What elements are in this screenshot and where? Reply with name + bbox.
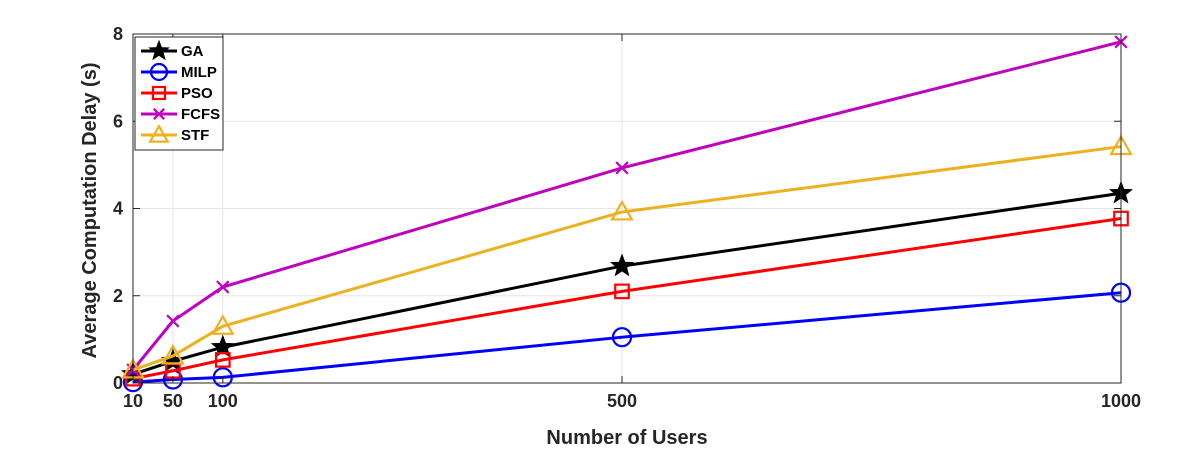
y-tick-label: 0 bbox=[113, 373, 123, 393]
series-line-fcfs bbox=[131, 40, 1122, 371]
legend-label-stf: STF bbox=[181, 127, 209, 144]
series-fcfs bbox=[126, 35, 1128, 377]
legend-marker-fcfs bbox=[153, 108, 165, 120]
y-axis-title: Average Computation Delay (s) bbox=[79, 63, 101, 359]
data-point-milp bbox=[611, 327, 633, 348]
x-tick-label: 10 bbox=[123, 391, 143, 411]
data-point-ga bbox=[210, 334, 235, 358]
legend-label-fcfs: FCFS bbox=[181, 106, 220, 123]
legend-marker-pso bbox=[151, 85, 167, 101]
data-point-pso bbox=[214, 352, 231, 368]
x-tick-label: 500 bbox=[607, 391, 637, 411]
x-tick-label: 1000 bbox=[1101, 391, 1141, 411]
legend-label-ga: GA bbox=[181, 43, 204, 60]
legend-marker-stf bbox=[148, 123, 170, 143]
data-point-milp bbox=[212, 367, 233, 388]
data-point-stf bbox=[161, 343, 185, 365]
y-tick-label: 2 bbox=[113, 286, 123, 306]
data-point-ga bbox=[609, 253, 635, 277]
tick-labels: 10 50 100 500 1000 0 2 4 6 8 bbox=[113, 24, 1141, 411]
data-point-fcfs bbox=[216, 280, 230, 294]
legend-marker-ga bbox=[148, 39, 170, 61]
x-axis-title: Number of Users bbox=[546, 427, 707, 449]
data-point-fcfs bbox=[166, 314, 180, 328]
data-point-fcfs bbox=[615, 161, 629, 175]
y-tick-label: 4 bbox=[113, 199, 123, 219]
series-line-pso bbox=[132, 217, 1122, 381]
x-tick-label: 100 bbox=[208, 391, 238, 411]
series-layer bbox=[120, 35, 1134, 393]
legend-label-pso: PSO bbox=[181, 85, 213, 102]
data-point-stf bbox=[211, 314, 235, 335]
legend-marker-milp bbox=[149, 62, 169, 82]
legend-label-milp: MILP bbox=[181, 64, 217, 81]
series-line-milp bbox=[132, 291, 1122, 384]
y-tick-label: 6 bbox=[113, 111, 123, 131]
data-point-stf bbox=[610, 199, 634, 221]
series-line-stf bbox=[132, 145, 1122, 372]
legend: GA MILP PSO FCFS STF bbox=[134, 36, 224, 151]
x-tick-label: 50 bbox=[163, 391, 183, 411]
series-pso bbox=[125, 210, 1129, 387]
y-tick-label: 8 bbox=[113, 24, 123, 44]
data-point-pso bbox=[614, 283, 630, 300]
